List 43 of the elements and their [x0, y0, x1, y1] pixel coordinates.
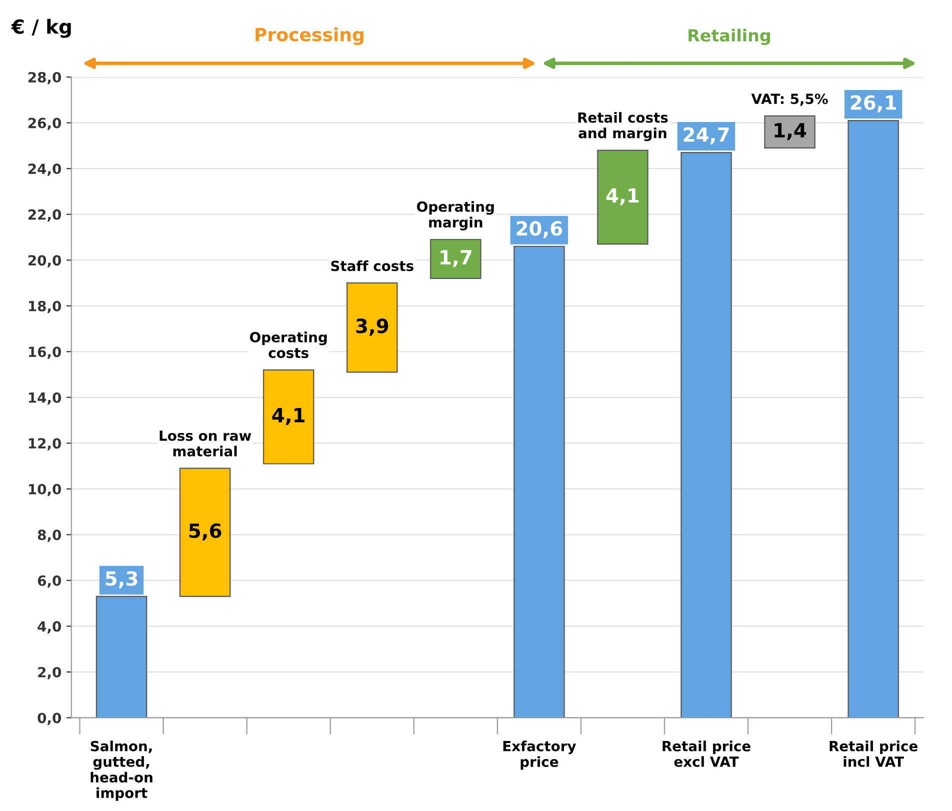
data-label: 1,4	[774, 123, 806, 140]
data-label: 24,7	[684, 127, 729, 144]
data-label: 5,6	[189, 523, 222, 541]
data-label: 3,9	[356, 318, 388, 336]
data-label: 1,7	[440, 250, 472, 268]
y-tick-label: 2,0	[38, 666, 62, 680]
data-label: 4,1	[606, 188, 639, 206]
x-tick-label: Operating margin	[417, 201, 494, 230]
x-tick-label: Operating costs	[250, 332, 327, 358]
data-label: 26,1	[850, 95, 896, 112]
y-tick-label: 20,0	[28, 255, 62, 268]
bar	[262, 369, 314, 464]
y-tick-label: 22,0	[28, 209, 62, 222]
text: Processing	[256, 27, 364, 46]
bar	[179, 468, 231, 598]
y-tick-label: 24,0	[28, 164, 62, 176]
x-tick-label: Exfactory price	[503, 740, 576, 770]
y-tick-label: 28,0	[28, 72, 62, 84]
y-tick-label: 26,0	[28, 118, 62, 130]
x-tick-label: Retail price incl VAT	[830, 740, 918, 767]
data-label: 20,6	[516, 221, 562, 238]
x-tick-label: Salmon, gutted, head-on import	[90, 740, 152, 801]
y-tick-label: 6,0	[38, 575, 62, 588]
x-tick-label: Retail costs and margin	[578, 112, 668, 142]
bar	[346, 282, 398, 373]
bar	[430, 238, 482, 279]
x-tick-label: VAT: 5,5%	[751, 94, 828, 106]
y-tick-label: 8,0	[38, 530, 62, 542]
y-tick-label: 4,0	[38, 621, 62, 634]
x-tick-label: Staff costs	[331, 260, 414, 272]
y-tick-label: 18,0	[28, 300, 62, 314]
x-tick-label: Loss on raw material	[160, 430, 252, 456]
y-tick-label: 16,0	[28, 346, 62, 359]
y-tick-label: 0,0	[38, 712, 62, 725]
y-tick-label: 12,0	[28, 438, 62, 450]
data-label: 4,1	[272, 408, 304, 425]
y-tick-label: 14,0	[28, 392, 62, 405]
bar	[597, 150, 648, 245]
y-tick-label: 10,0	[28, 484, 62, 496]
x-tick-label: Retail price excl VAT	[662, 740, 750, 767]
data-label: 5,3	[106, 571, 138, 588]
y-axis-title: € / kg	[11, 18, 71, 38]
text: Retailing	[688, 28, 770, 46]
